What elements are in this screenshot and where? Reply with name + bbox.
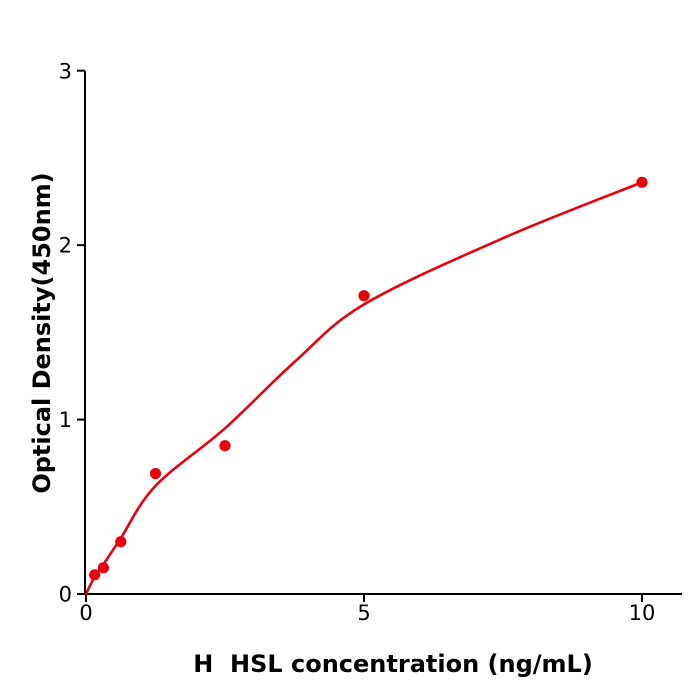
fit-curve-path xyxy=(84,181,644,596)
data-point xyxy=(149,468,162,480)
data-point xyxy=(636,176,648,188)
data-point xyxy=(115,536,127,548)
axes-spines xyxy=(84,70,682,595)
y-tick-label: 1 xyxy=(59,408,72,432)
x-tick-label: 5 xyxy=(357,601,370,625)
y-tick-label: 3 xyxy=(59,59,72,83)
data-point xyxy=(358,290,370,302)
data-point xyxy=(219,440,231,452)
x-tick-label: 0 xyxy=(79,601,92,625)
y-tick-label: 0 xyxy=(59,583,72,607)
data-point xyxy=(97,562,109,574)
y-tick-label: 2 xyxy=(59,234,72,258)
data-point xyxy=(89,569,101,581)
x-tick-label: 10 xyxy=(629,601,656,625)
